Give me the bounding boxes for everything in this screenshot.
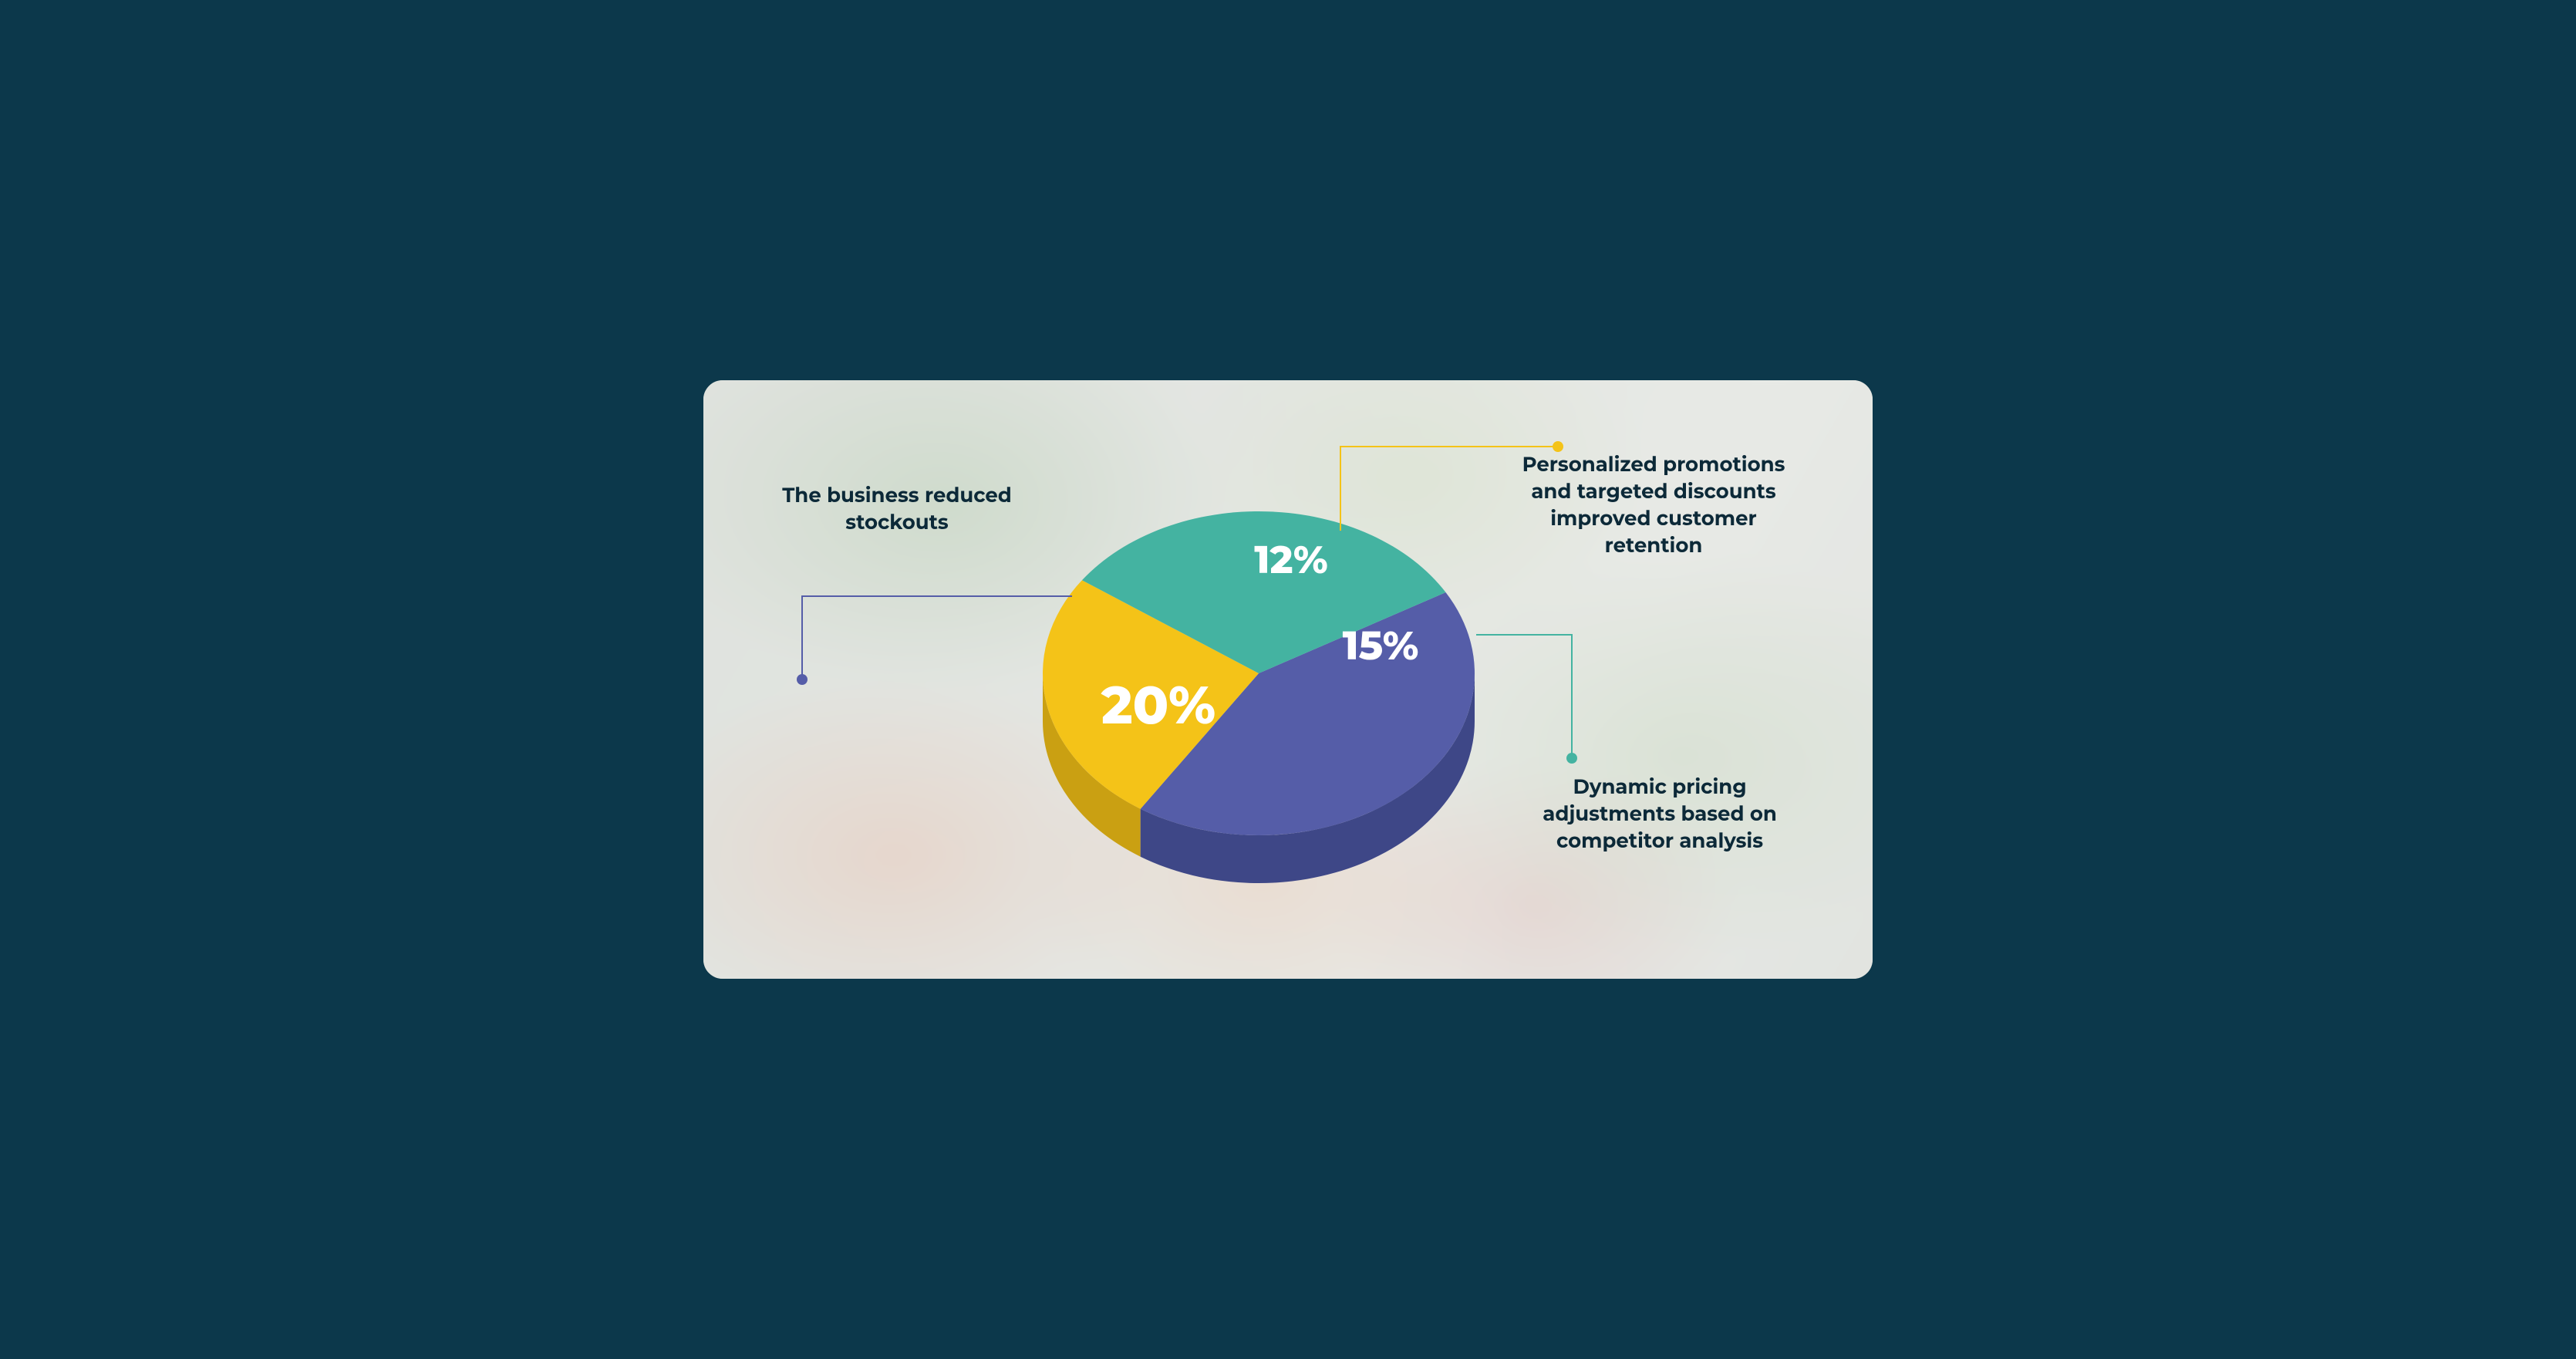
slice-value-pricing: 15% (1343, 622, 1419, 670)
leader-line-stockouts (802, 596, 1072, 680)
chart-frame: 20% 12% 15% The business reduced stockouts… (701, 378, 1875, 981)
slice-value-promotions: 12% (1254, 536, 1328, 583)
leader-dot-promotions (1553, 441, 1563, 452)
slice-label-promotions: Personalized promotions and targeted dis… (1499, 451, 1808, 559)
slice-label-pricing: Dynamic pricing adjustments based on com… (1521, 774, 1799, 855)
leader-dot-pricing (1566, 753, 1577, 764)
leader-line-pricing (1476, 635, 1572, 758)
leader-dot-stockouts (797, 674, 808, 685)
slice-label-stockouts: The business reduced stockouts (770, 482, 1024, 536)
slice-value-stockouts: 20% (1101, 673, 1216, 737)
